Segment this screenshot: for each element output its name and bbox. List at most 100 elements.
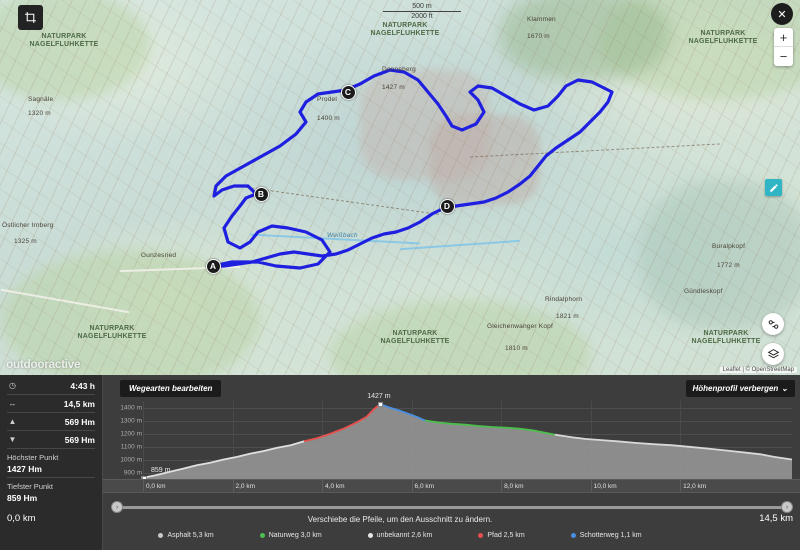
highest-point-value: 1427 Hm <box>7 464 42 474</box>
way-segment-pfad <box>304 406 378 442</box>
waypoint-marker-c[interactable]: C <box>340 84 356 100</box>
range-slider-handle-right[interactable]: › <box>781 501 793 513</box>
waypoint-marker-b[interactable]: B <box>253 186 269 202</box>
chart-y-tick-label: 900 m <box>123 469 142 476</box>
range-end-km: 14,5 km <box>759 513 793 524</box>
map-contour-lines <box>0 0 800 375</box>
pen-edit-icon[interactable] <box>765 179 782 196</box>
legend-schotterweg[interactable]: Schotterweg 1,1 km <box>570 532 642 539</box>
chart-gridline <box>143 407 792 409</box>
route-settings-icon[interactable] <box>762 313 784 335</box>
hide-elevation-profile-label: Höhenprofil verbergen <box>692 384 779 393</box>
clock-icon: ◷ <box>9 381 16 390</box>
chart-x-tick-label: 2,0 km <box>235 483 256 490</box>
highest-point-block: Höchster Punkt 1427 Hm <box>7 449 95 478</box>
peak-elevation-label: 1427 m <box>367 393 391 400</box>
map-label: NATURPARK NAGELFLUHKETTE <box>370 22 440 37</box>
chart-point-marker[interactable] <box>378 401 384 407</box>
chart-x-tick <box>411 480 413 492</box>
map-canvas[interactable]: NATURPARK NAGELFLUHKETTE NATURPARK NAGELFLU… <box>0 0 800 375</box>
chart-x-tick <box>590 480 592 492</box>
chart-y-tick-label: 1000 m <box>120 456 142 463</box>
map-rock-area <box>430 115 540 205</box>
scale-rule <box>383 11 461 12</box>
chart-y-tick-label: 1300 m <box>120 417 142 424</box>
waypoint-marker-d[interactable]: D <box>439 198 455 214</box>
chart-x-tick-label: 10,0 km <box>593 483 617 490</box>
hide-elevation-profile-button[interactable]: Höhenprofil verbergen ⌄ <box>685 380 795 397</box>
map-label: Östlicher Irnberg <box>2 222 54 229</box>
legend-color-dot <box>367 533 373 538</box>
elevation-profile-area: Wegearten bearbeiten Höhenprofil verberg… <box>103 375 800 550</box>
legend-naturweg[interactable]: Naturweg 3,0 km <box>259 532 322 539</box>
map-label: 1670 m <box>527 33 550 40</box>
map-label: NATURPARK NAGELFLUHKETTE <box>380 330 450 345</box>
map-label: 1821 m <box>556 313 579 320</box>
stat-row-ascent: ▲ 569 Hm <box>7 413 95 431</box>
edit-way-types-button[interactable]: Wegearten bearbeiten <box>120 380 222 397</box>
map-label: NATURPARK NAGELFLUHKETTE <box>688 30 758 45</box>
stat-row-descent: ▼ 569 Hm <box>7 431 95 449</box>
way-segment-unbekannt <box>143 441 304 478</box>
map-attribution: Leaflet | © OpenStreetMap <box>719 367 797 373</box>
scale-imperial-label: 2000 ft <box>411 13 433 20</box>
legend-label: Asphalt 5,3 km <box>167 532 214 539</box>
range-slider-track[interactable] <box>117 506 787 509</box>
chart-x-tick <box>232 480 234 492</box>
legend-pfad[interactable]: Pfad 2,5 km <box>478 532 525 539</box>
chart-y-tick-label: 1200 m <box>120 430 142 437</box>
range-slider[interactable]: › › <box>111 501 793 513</box>
range-start-km: 0,0 km <box>7 513 36 524</box>
close-icon[interactable]: ✕ <box>771 3 793 25</box>
legend-label: Naturweg 3,0 km <box>268 532 322 539</box>
stat-value-ascent: 569 Hm <box>64 416 95 427</box>
chart-x-tick-label: 4,0 km <box>325 483 345 490</box>
stat-value-duration: 4:43 h <box>70 380 95 391</box>
chart-x-tick <box>143 480 144 492</box>
map-label: NATURPARK NAGELFLUHKETTE <box>691 330 761 345</box>
chart-gridline <box>143 420 792 422</box>
stat-value-descent: 569 Hm <box>64 434 95 445</box>
route-track[interactable] <box>0 0 800 375</box>
map-label: NATURPARK NAGELFLUHKETTE <box>77 325 147 340</box>
chevron-down-icon: ⌄ <box>781 384 788 393</box>
zoom-controls[interactable]: + − <box>774 28 793 66</box>
legend-label: Pfad 2,5 km <box>487 532 525 539</box>
chart-x-tick-label: 12,0 km <box>683 483 707 490</box>
zoom-out-button[interactable]: − <box>779 49 788 64</box>
chart-vgrid <box>232 401 234 479</box>
map-label: Rindalphorn <box>545 296 583 303</box>
map-label: 1772 m <box>717 262 740 269</box>
range-slider-handle-left[interactable]: › <box>111 501 123 513</box>
ascent-icon: ▲ <box>8 417 17 426</box>
map-label: Gündleskopf <box>684 288 723 295</box>
elevation-chart-svg <box>143 401 792 479</box>
map-label: NATURPARK NAGELFLUHKETTE <box>29 33 99 48</box>
legend-unbekannt[interactable]: unbekannt 2,6 km <box>367 532 433 539</box>
stat-value-distance: 14,5 km <box>63 398 95 409</box>
waypoint-marker-a[interactable]: A <box>205 258 221 274</box>
map-label: Denneberg <box>382 66 416 73</box>
legend-asphalt[interactable]: Asphalt 5,3 km <box>158 532 214 539</box>
crop-frame-icon[interactable] <box>18 5 43 30</box>
zoom-in-button[interactable]: + <box>774 28 793 47</box>
lowest-point-label: Tiefster Punkt <box>7 482 53 491</box>
legend-label: Schotterweg 1,1 km <box>579 532 642 539</box>
elevation-area-fill <box>143 404 792 479</box>
lowest-point-block: Tiefster Punkt 859 Hm <box>7 478 95 506</box>
bottom-panel: ◷ 4:43 h ↔ 14,5 km ▲ 569 Hm ▼ 569 Hm Höchster P… <box>0 375 800 550</box>
legend-label: unbekannt 2,6 km <box>376 532 433 539</box>
map-label: 1810 m <box>505 345 528 352</box>
map-label: 1325 m <box>14 238 37 245</box>
map-label: 1320 m <box>28 110 51 117</box>
map-forest <box>640 180 800 330</box>
map-label: Weißbach <box>327 232 358 239</box>
way-type-legend: Asphalt 5,3 km Naturweg 3,0 km unbekannt 2… <box>0 532 800 539</box>
map-label: Klammen <box>527 16 556 23</box>
chart-x-tick <box>680 480 682 492</box>
map-forest <box>500 0 670 80</box>
chart-x-tick <box>322 480 324 492</box>
map-layers-icon[interactable] <box>762 343 784 365</box>
elevation-chart[interactable]: 1400 m 1300 m 1200 m 1100 m 1000 m 900 m 859 … <box>120 393 792 491</box>
